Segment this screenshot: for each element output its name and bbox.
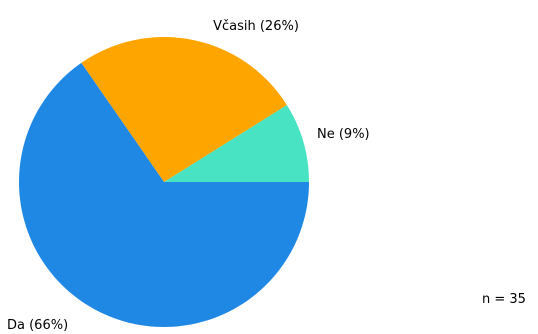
pie-slice-label: Ne (9%) bbox=[317, 127, 370, 142]
pie-slice-label: Da (66%) bbox=[7, 318, 68, 333]
sample-size-label: n = 35 bbox=[482, 292, 526, 307]
pie-labels: Ne (9%) Včasih (26%) Da (66%) bbox=[7, 19, 370, 333]
pie-slices bbox=[19, 37, 309, 328]
pie-slice bbox=[19, 62, 309, 328]
pie-slice bbox=[81, 37, 287, 183]
pie-slice bbox=[164, 104, 309, 182]
pie-slice-label: Včasih (26%) bbox=[213, 19, 299, 34]
